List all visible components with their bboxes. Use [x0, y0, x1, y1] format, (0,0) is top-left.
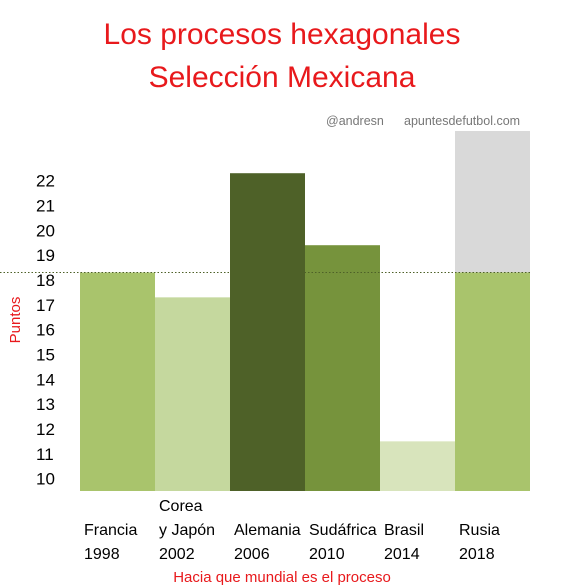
- y-tick-label: 16: [36, 321, 55, 340]
- y-tick-label: 13: [36, 395, 55, 414]
- y-axis-label: Puntos: [7, 297, 24, 344]
- x-axis-ticks: Francia 1998 Corea y Japón 2002 Alemania 2006 S…: [84, 498, 500, 563]
- x-tick-label-line: Brasil: [384, 522, 424, 539]
- bar-2014: [380, 441, 455, 491]
- bar-2018: [455, 272, 530, 491]
- y-tick-label: 20: [36, 221, 55, 240]
- bar-2010: [305, 245, 380, 491]
- x-tick-label-line: 1998: [84, 546, 120, 563]
- x-tick-label-line: Corea: [159, 498, 203, 515]
- x-tick-label-line: 2006: [234, 546, 270, 563]
- x-tick-label-line: 2014: [384, 546, 420, 563]
- y-tick-label: 11: [36, 445, 54, 464]
- bar-2006: [230, 173, 305, 491]
- x-tick-label-line: y Japón: [159, 522, 215, 539]
- y-tick-label: 18: [36, 271, 55, 290]
- y-tick-label: 12: [36, 420, 55, 439]
- x-tick-label-line: Alemania: [234, 522, 301, 539]
- y-tick-label: 10: [36, 470, 55, 489]
- y-tick-label: 14: [36, 370, 55, 389]
- bars-group: [80, 131, 530, 491]
- y-tick-label: 15: [36, 345, 55, 364]
- credit-author: @andresn: [326, 114, 384, 128]
- x-tick-label-line: 2002: [159, 546, 195, 563]
- credit-site: apuntesdefutbol.com: [404, 114, 520, 128]
- x-tick-label-line: 2018: [459, 546, 495, 563]
- y-axis-ticks: 10 11 12 13 14 15 16 17 18 19 20 21 22: [36, 172, 55, 489]
- chart-subtitle: Selección Mexicana: [149, 61, 416, 94]
- y-tick-label: 19: [36, 246, 55, 265]
- bar-2002: [155, 297, 230, 491]
- x-tick-label: Rusia 2018: [459, 522, 500, 563]
- x-tick-label: Francia 1998: [84, 522, 137, 563]
- x-axis-label: Hacia que mundial es el proceso: [173, 569, 391, 586]
- x-tick-label-line: Francia: [84, 522, 137, 539]
- bar-1998: [80, 272, 155, 491]
- x-tick-label-line: Sudáfrica: [309, 522, 377, 539]
- x-tick-label: Alemania 2006: [234, 522, 301, 563]
- x-tick-label: Corea y Japón 2002: [159, 498, 215, 563]
- x-tick-label: Sudáfrica 2010: [309, 522, 377, 563]
- y-tick-label: 21: [36, 196, 55, 215]
- x-tick-label-line: Rusia: [459, 522, 500, 539]
- chart-title: Los procesos hexagonales: [104, 18, 461, 51]
- y-tick-label: 22: [36, 172, 55, 191]
- x-tick-label-line: 2010: [309, 546, 345, 563]
- x-tick-label: Brasil 2014: [384, 522, 424, 563]
- y-tick-label: 17: [36, 296, 55, 315]
